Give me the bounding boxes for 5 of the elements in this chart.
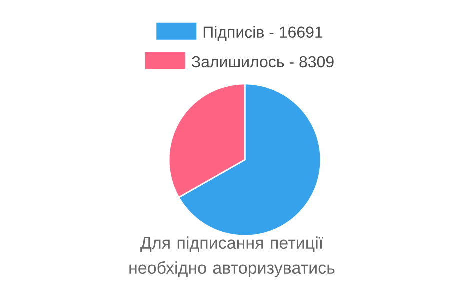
legend-label: Залишилось - (192, 56, 294, 68)
text: Для підписання петиції необхідно авторизуватись (130, 236, 335, 278)
data-label: 16691 (280, 26, 323, 38)
legend-label: Підписів - (204, 26, 274, 42)
data-label: 8309 (300, 56, 334, 68)
